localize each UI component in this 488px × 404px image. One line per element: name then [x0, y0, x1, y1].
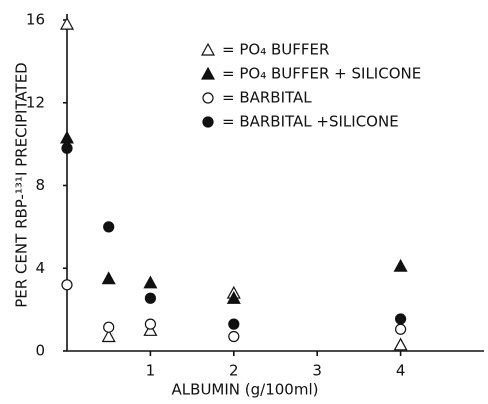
legend-marker: [202, 116, 214, 128]
x-tick-label: 1: [146, 362, 156, 380]
legend-marker: [200, 66, 216, 80]
data-point: [395, 313, 407, 325]
y-axis-label: PER CENT RBP-¹³¹I PRECIPITATED: [13, 62, 31, 308]
data-point: [59, 16, 75, 30]
data-point: [226, 290, 241, 304]
y-tick-label: 0: [35, 342, 45, 360]
x-tick-label: 3: [312, 362, 322, 380]
data-point: [144, 292, 156, 304]
y-tick-label: 8: [35, 176, 45, 194]
legend-label: = PO₄ BUFFER + SILICONE: [222, 65, 421, 83]
data-point: [59, 130, 75, 144]
x-axis-label: ALBUMIN (g/100ml): [172, 381, 319, 399]
data-point: [144, 318, 156, 330]
data-point: [101, 271, 116, 285]
legend-label: = BARBITAL: [222, 89, 312, 107]
data-point: [393, 258, 408, 272]
data-point: [143, 275, 158, 289]
data-point: [61, 279, 73, 291]
data-point: [103, 221, 115, 233]
legend-marker: [200, 42, 216, 56]
data-point: [228, 318, 240, 330]
data-point: [228, 330, 240, 343]
y-tick-label: 12: [26, 93, 45, 111]
y-tick-label: 16: [26, 11, 45, 29]
data-point: [395, 323, 407, 335]
data-point: [103, 321, 115, 333]
legend-label: = PO₄ BUFFER: [222, 41, 329, 59]
data-point: [393, 337, 408, 351]
y-tick-label: 4: [35, 259, 45, 277]
x-tick-label: 4: [396, 362, 406, 380]
legend-label: = BARBITAL +SILICONE: [222, 113, 399, 131]
data-point: [143, 323, 158, 336]
data-point: [101, 329, 116, 343]
data-point: [61, 142, 73, 154]
legend-marker: [202, 92, 214, 104]
x-tick-label: 2: [229, 362, 239, 380]
